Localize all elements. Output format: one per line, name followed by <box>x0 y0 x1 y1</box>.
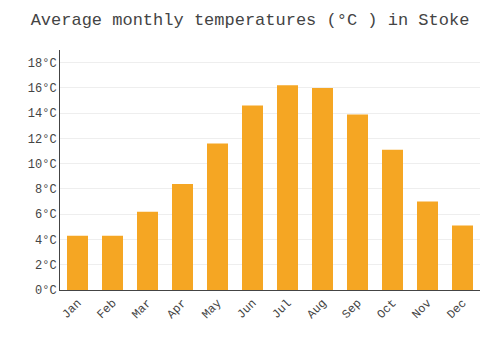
svg-text:4°C: 4°C <box>35 234 57 248</box>
svg-text:12°C: 12°C <box>28 133 57 147</box>
svg-text:16°C: 16°C <box>28 82 57 96</box>
svg-text:Jul: Jul <box>269 297 294 322</box>
svg-text:Nov: Nov <box>409 297 434 322</box>
svg-text:8°C: 8°C <box>35 183 57 197</box>
svg-text:6°C: 6°C <box>35 208 57 222</box>
svg-text:10°C: 10°C <box>28 158 57 172</box>
svg-text:18°C: 18°C <box>28 57 57 71</box>
svg-text:Oct: Oct <box>374 297 399 322</box>
svg-text:Jun: Jun <box>234 297 259 322</box>
svg-text:14°C: 14°C <box>28 107 57 121</box>
svg-text:Jan: Jan <box>59 297 84 322</box>
svg-text:0°C: 0°C <box>35 284 57 298</box>
svg-text:Mar: Mar <box>129 297 154 322</box>
svg-text:Sep: Sep <box>339 297 364 322</box>
svg-text:Apr: Apr <box>164 297 189 322</box>
svg-text:Feb: Feb <box>94 297 119 322</box>
svg-text:May: May <box>199 297 224 322</box>
svg-text:Aug: Aug <box>304 297 329 322</box>
svg-text:Dec: Dec <box>444 297 469 322</box>
svg-text:Average monthly temperatures (: Average monthly temperatures (°C ) in St… <box>31 11 470 30</box>
svg-text:2°C: 2°C <box>35 259 57 273</box>
